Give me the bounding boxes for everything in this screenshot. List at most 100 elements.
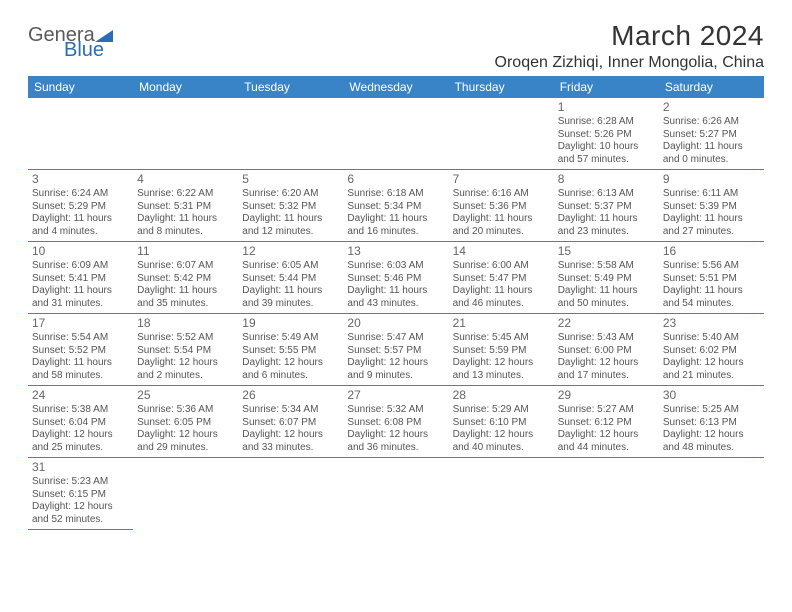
sunrise-text: Sunrise: 5:36 AM <box>137 404 234 417</box>
sunrise-text: Sunrise: 5:43 AM <box>558 332 655 345</box>
calendar-cell <box>343 98 448 170</box>
calendar-week: 17Sunrise: 5:54 AMSunset: 5:52 PMDayligh… <box>28 314 764 386</box>
daylight-text: Daylight: 12 hours and 44 minutes. <box>558 429 655 454</box>
sunset-text: Sunset: 6:12 PM <box>558 417 655 430</box>
day-number: 28 <box>453 388 550 403</box>
sunset-text: Sunset: 5:39 PM <box>663 201 760 214</box>
calendar-cell: 8Sunrise: 6:13 AMSunset: 5:37 PMDaylight… <box>554 170 659 242</box>
daylight-text: Daylight: 11 hours and 50 minutes. <box>558 285 655 310</box>
calendar-cell <box>554 458 659 530</box>
day-number: 31 <box>32 460 129 475</box>
daylight-text: Daylight: 12 hours and 2 minutes. <box>137 357 234 382</box>
sunrise-text: Sunrise: 6:16 AM <box>453 188 550 201</box>
day-header-mon: Monday <box>133 76 238 98</box>
calendar-cell: 30Sunrise: 5:25 AMSunset: 6:13 PMDayligh… <box>659 386 764 458</box>
day-number: 23 <box>663 316 760 331</box>
calendar-cell: 1Sunrise: 6:28 AMSunset: 5:26 PMDaylight… <box>554 98 659 170</box>
calendar-cell: 16Sunrise: 5:56 AMSunset: 5:51 PMDayligh… <box>659 242 764 314</box>
calendar-week: 3Sunrise: 6:24 AMSunset: 5:29 PMDaylight… <box>28 170 764 242</box>
calendar-cell: 27Sunrise: 5:32 AMSunset: 6:08 PMDayligh… <box>343 386 448 458</box>
daylight-text: Daylight: 11 hours and 46 minutes. <box>453 285 550 310</box>
daylight-text: Daylight: 10 hours and 57 minutes. <box>558 141 655 166</box>
calendar-cell: 26Sunrise: 5:34 AMSunset: 6:07 PMDayligh… <box>238 386 343 458</box>
sunset-text: Sunset: 5:42 PM <box>137 273 234 286</box>
calendar-cell: 23Sunrise: 5:40 AMSunset: 6:02 PMDayligh… <box>659 314 764 386</box>
sunrise-text: Sunrise: 5:47 AM <box>347 332 444 345</box>
daylight-text: Daylight: 11 hours and 58 minutes. <box>32 357 129 382</box>
sunset-text: Sunset: 5:26 PM <box>558 129 655 142</box>
daylight-text: Daylight: 12 hours and 33 minutes. <box>242 429 339 454</box>
sunrise-text: Sunrise: 6:07 AM <box>137 260 234 273</box>
sunset-text: Sunset: 5:51 PM <box>663 273 760 286</box>
sunset-text: Sunset: 5:34 PM <box>347 201 444 214</box>
day-number: 16 <box>663 244 760 259</box>
page-title: March 2024 <box>495 20 764 52</box>
sunset-text: Sunset: 5:57 PM <box>347 345 444 358</box>
calendar-cell <box>449 458 554 530</box>
calendar-body: 1Sunrise: 6:28 AMSunset: 5:26 PMDaylight… <box>28 98 764 530</box>
calendar-cell: 7Sunrise: 6:16 AMSunset: 5:36 PMDaylight… <box>449 170 554 242</box>
day-number: 30 <box>663 388 760 403</box>
daylight-text: Daylight: 11 hours and 43 minutes. <box>347 285 444 310</box>
calendar-cell <box>449 98 554 170</box>
sunrise-text: Sunrise: 6:13 AM <box>558 188 655 201</box>
sunrise-text: Sunrise: 5:54 AM <box>32 332 129 345</box>
daylight-text: Daylight: 12 hours and 17 minutes. <box>558 357 655 382</box>
day-number: 27 <box>347 388 444 403</box>
sunset-text: Sunset: 6:08 PM <box>347 417 444 430</box>
logo-text: Genera Blue <box>28 26 113 59</box>
daylight-text: Daylight: 11 hours and 35 minutes. <box>137 285 234 310</box>
calendar-cell: 22Sunrise: 5:43 AMSunset: 6:00 PMDayligh… <box>554 314 659 386</box>
calendar-header-row: Sunday Monday Tuesday Wednesday Thursday… <box>28 76 764 98</box>
day-number: 9 <box>663 172 760 187</box>
calendar-cell <box>133 458 238 530</box>
sunrise-text: Sunrise: 5:27 AM <box>558 404 655 417</box>
day-number: 18 <box>137 316 234 331</box>
sunrise-text: Sunrise: 5:34 AM <box>242 404 339 417</box>
calendar-cell: 11Sunrise: 6:07 AMSunset: 5:42 PMDayligh… <box>133 242 238 314</box>
sunrise-text: Sunrise: 5:32 AM <box>347 404 444 417</box>
calendar-cell <box>659 458 764 530</box>
sunrise-text: Sunrise: 6:09 AM <box>32 260 129 273</box>
sunset-text: Sunset: 5:36 PM <box>453 201 550 214</box>
calendar-cell: 21Sunrise: 5:45 AMSunset: 5:59 PMDayligh… <box>449 314 554 386</box>
day-header-thu: Thursday <box>449 76 554 98</box>
calendar-cell <box>238 458 343 530</box>
sunrise-text: Sunrise: 6:11 AM <box>663 188 760 201</box>
day-number: 24 <box>32 388 129 403</box>
calendar-cell: 29Sunrise: 5:27 AMSunset: 6:12 PMDayligh… <box>554 386 659 458</box>
day-header-sun: Sunday <box>28 76 133 98</box>
day-number: 8 <box>558 172 655 187</box>
day-number: 13 <box>347 244 444 259</box>
daylight-text: Daylight: 11 hours and 12 minutes. <box>242 213 339 238</box>
daylight-text: Daylight: 11 hours and 16 minutes. <box>347 213 444 238</box>
sunrise-text: Sunrise: 6:00 AM <box>453 260 550 273</box>
calendar-cell: 18Sunrise: 5:52 AMSunset: 5:54 PMDayligh… <box>133 314 238 386</box>
sunrise-text: Sunrise: 5:56 AM <box>663 260 760 273</box>
daylight-text: Daylight: 11 hours and 31 minutes. <box>32 285 129 310</box>
day-number: 19 <box>242 316 339 331</box>
calendar-cell: 5Sunrise: 6:20 AMSunset: 5:32 PMDaylight… <box>238 170 343 242</box>
calendar-cell: 10Sunrise: 6:09 AMSunset: 5:41 PMDayligh… <box>28 242 133 314</box>
calendar-cell: 6Sunrise: 6:18 AMSunset: 5:34 PMDaylight… <box>343 170 448 242</box>
sunrise-text: Sunrise: 5:58 AM <box>558 260 655 273</box>
daylight-text: Daylight: 12 hours and 36 minutes. <box>347 429 444 454</box>
day-header-fri: Friday <box>554 76 659 98</box>
sunrise-text: Sunrise: 5:38 AM <box>32 404 129 417</box>
calendar-cell: 24Sunrise: 5:38 AMSunset: 6:04 PMDayligh… <box>28 386 133 458</box>
sunset-text: Sunset: 5:49 PM <box>558 273 655 286</box>
page-header: Genera Blue March 2024 Oroqen Zizhiqi, I… <box>28 20 764 72</box>
sunrise-text: Sunrise: 5:40 AM <box>663 332 760 345</box>
calendar-cell: 15Sunrise: 5:58 AMSunset: 5:49 PMDayligh… <box>554 242 659 314</box>
day-number: 1 <box>558 100 655 115</box>
sunset-text: Sunset: 5:37 PM <box>558 201 655 214</box>
day-number: 12 <box>242 244 339 259</box>
sunrise-text: Sunrise: 6:22 AM <box>137 188 234 201</box>
daylight-text: Daylight: 12 hours and 52 minutes. <box>32 501 129 526</box>
calendar-cell: 25Sunrise: 5:36 AMSunset: 6:05 PMDayligh… <box>133 386 238 458</box>
calendar-week: 1Sunrise: 6:28 AMSunset: 5:26 PMDaylight… <box>28 98 764 170</box>
calendar-cell: 13Sunrise: 6:03 AMSunset: 5:46 PMDayligh… <box>343 242 448 314</box>
sunset-text: Sunset: 5:54 PM <box>137 345 234 358</box>
day-number: 14 <box>453 244 550 259</box>
daylight-text: Daylight: 11 hours and 39 minutes. <box>242 285 339 310</box>
